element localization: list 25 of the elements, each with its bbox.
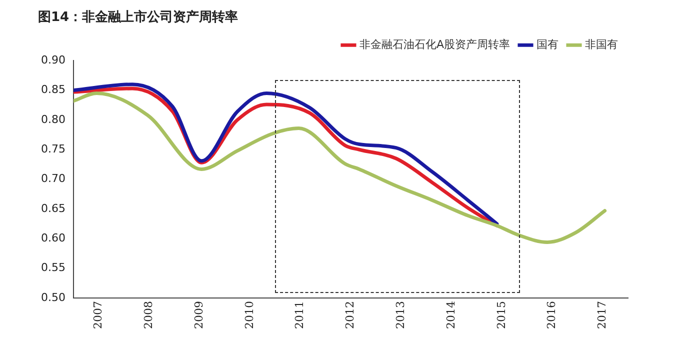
x-tick-label: 2012	[344, 301, 357, 330]
y-tick-label: 0.80	[40, 112, 66, 126]
y-tick-label: 0.55	[40, 261, 66, 274]
x-tick-label: 2009	[192, 301, 206, 330]
x-tick-label: 2013	[394, 301, 408, 330]
x-tick-label: 2008	[142, 301, 155, 330]
x-tick-label: 2017	[596, 301, 609, 330]
legend-label: 非国有	[585, 38, 618, 51]
y-tick-label: 0.75	[40, 142, 66, 156]
x-tick-label: 2007	[92, 301, 105, 330]
legend-label: 国有	[536, 38, 558, 51]
x-tick-label: 2016	[545, 301, 558, 330]
line-series	[73, 91, 607, 244]
legend-label: 非金融石油石化A股资产周转率	[359, 38, 510, 51]
y-tick-label: 0.70	[40, 172, 66, 186]
chart-title: 图14：非金融上市公司资产周转率	[38, 9, 238, 26]
x-tick-label: 2015	[494, 301, 508, 330]
y-tick-label: 0.60	[40, 232, 66, 245]
x-tick-label: 2011	[293, 301, 306, 330]
y-tick-label: 0.50	[40, 290, 66, 304]
x-tick-label: 2010	[242, 301, 256, 330]
y-tick-label: 0.65	[40, 202, 66, 215]
y-tick-label: 0.90	[40, 53, 66, 66]
x-tick-label: 2014	[444, 301, 458, 330]
y-tick-label: 0.85	[40, 83, 66, 96]
